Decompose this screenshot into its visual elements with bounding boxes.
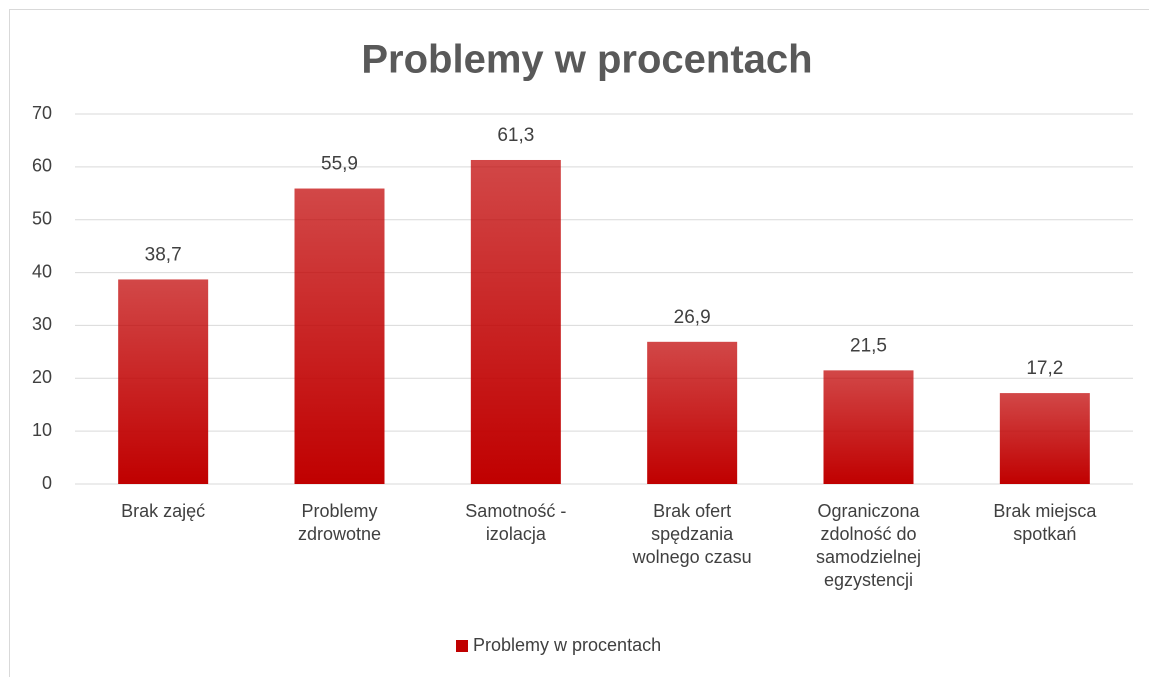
chart-border [9,9,1149,677]
data-label: 38,7 [145,244,182,265]
y-tick-label: 60 [32,156,52,176]
x-tick-label: Samotność - izolacja [465,501,567,544]
y-tick-label: 0 [42,473,52,493]
data-label: 17,2 [1026,358,1063,379]
bar [294,188,385,484]
x-tick-label: Brak ofert spędzania wolnego czasu [632,501,752,567]
data-label: 26,9 [674,307,711,328]
bar [999,393,1090,484]
y-tick-label: 70 [32,103,52,123]
bar [823,370,914,484]
bar [118,279,209,484]
bar [647,341,738,484]
x-tick-label: Brak miejsca spotkań [993,501,1097,544]
y-tick-label: 50 [32,208,52,228]
y-tick-label: 30 [32,314,52,334]
x-tick-label: Brak zajęć [121,501,206,521]
legend-swatch [456,640,468,652]
legend-label: Problemy w procentach [473,635,661,655]
bar [470,159,561,484]
x-tick-label: Ograniczona zdolność do samodzielnej egz… [815,501,922,590]
data-label: 61,3 [497,125,534,146]
chart-title: Problemy w procentach [361,38,812,82]
data-label: 55,9 [321,154,358,175]
x-tick-label: Problemy zdrowotne [297,501,382,544]
data-label: 21,5 [850,335,887,356]
y-tick-label: 20 [32,367,52,387]
y-tick-label: 10 [32,420,52,440]
y-tick-label: 40 [32,261,52,281]
